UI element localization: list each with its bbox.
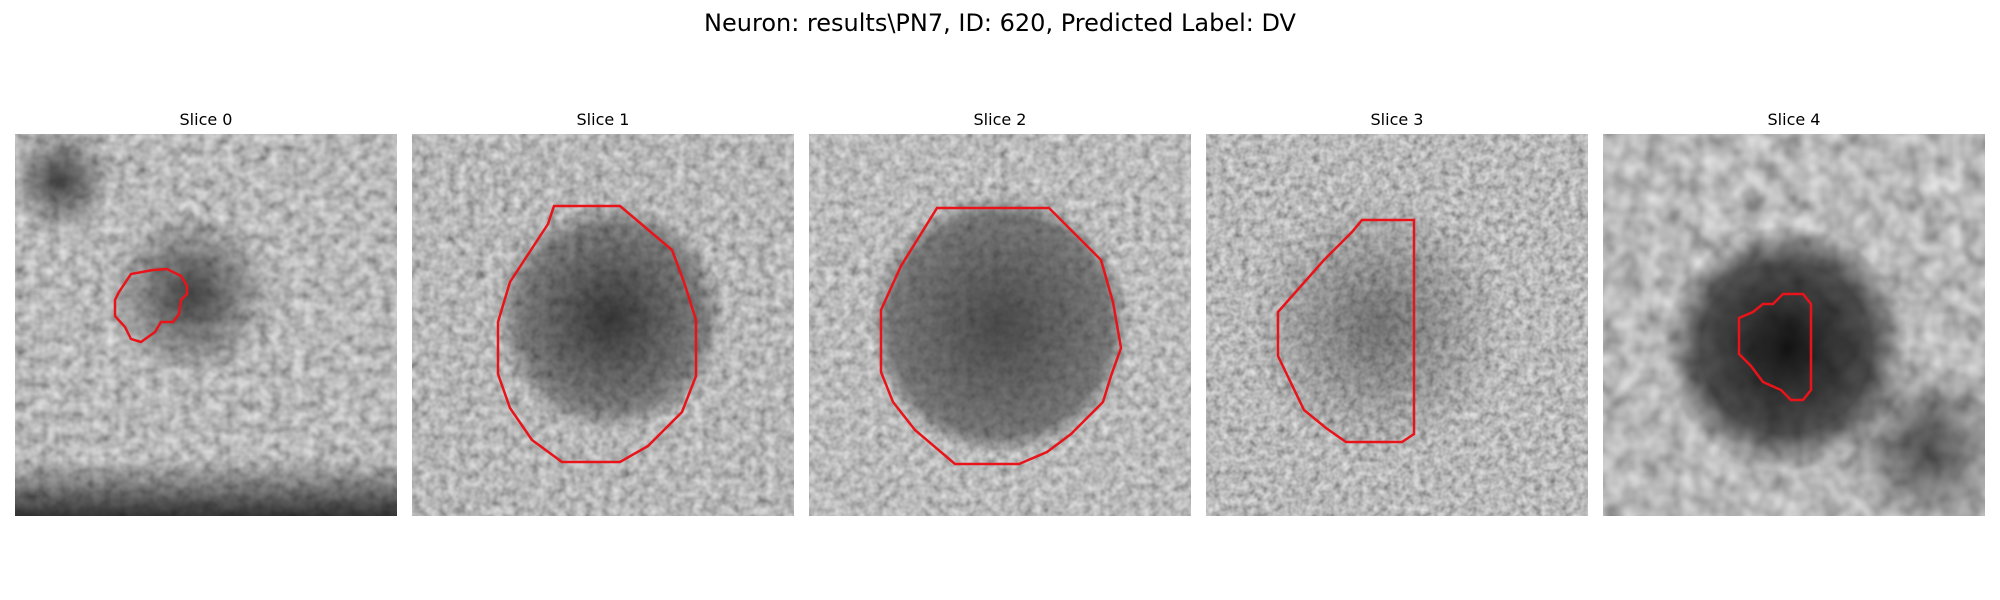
slice-image-0 — [15, 134, 397, 516]
slice-title-2: Slice 2 — [973, 110, 1027, 129]
contour-2 — [879, 206, 1123, 466]
figure-title: Neuron: results\PN7, ID: 620, Predicted … — [704, 9, 1296, 37]
contour-4 — [1737, 292, 1813, 402]
slice-title-0: Slice 0 — [179, 110, 233, 129]
contour-1 — [496, 204, 698, 464]
contour-0 — [113, 267, 189, 344]
slice-title-4: Slice 4 — [1767, 110, 1821, 129]
slice-image-2 — [809, 134, 1191, 516]
slice-title-3: Slice 3 — [1370, 110, 1424, 129]
slice-image-1 — [412, 134, 794, 516]
slice-image-3 — [1206, 134, 1588, 516]
slice-image-4 — [1603, 134, 1985, 516]
slice-title-1: Slice 1 — [576, 110, 630, 129]
contour-3 — [1276, 218, 1416, 444]
